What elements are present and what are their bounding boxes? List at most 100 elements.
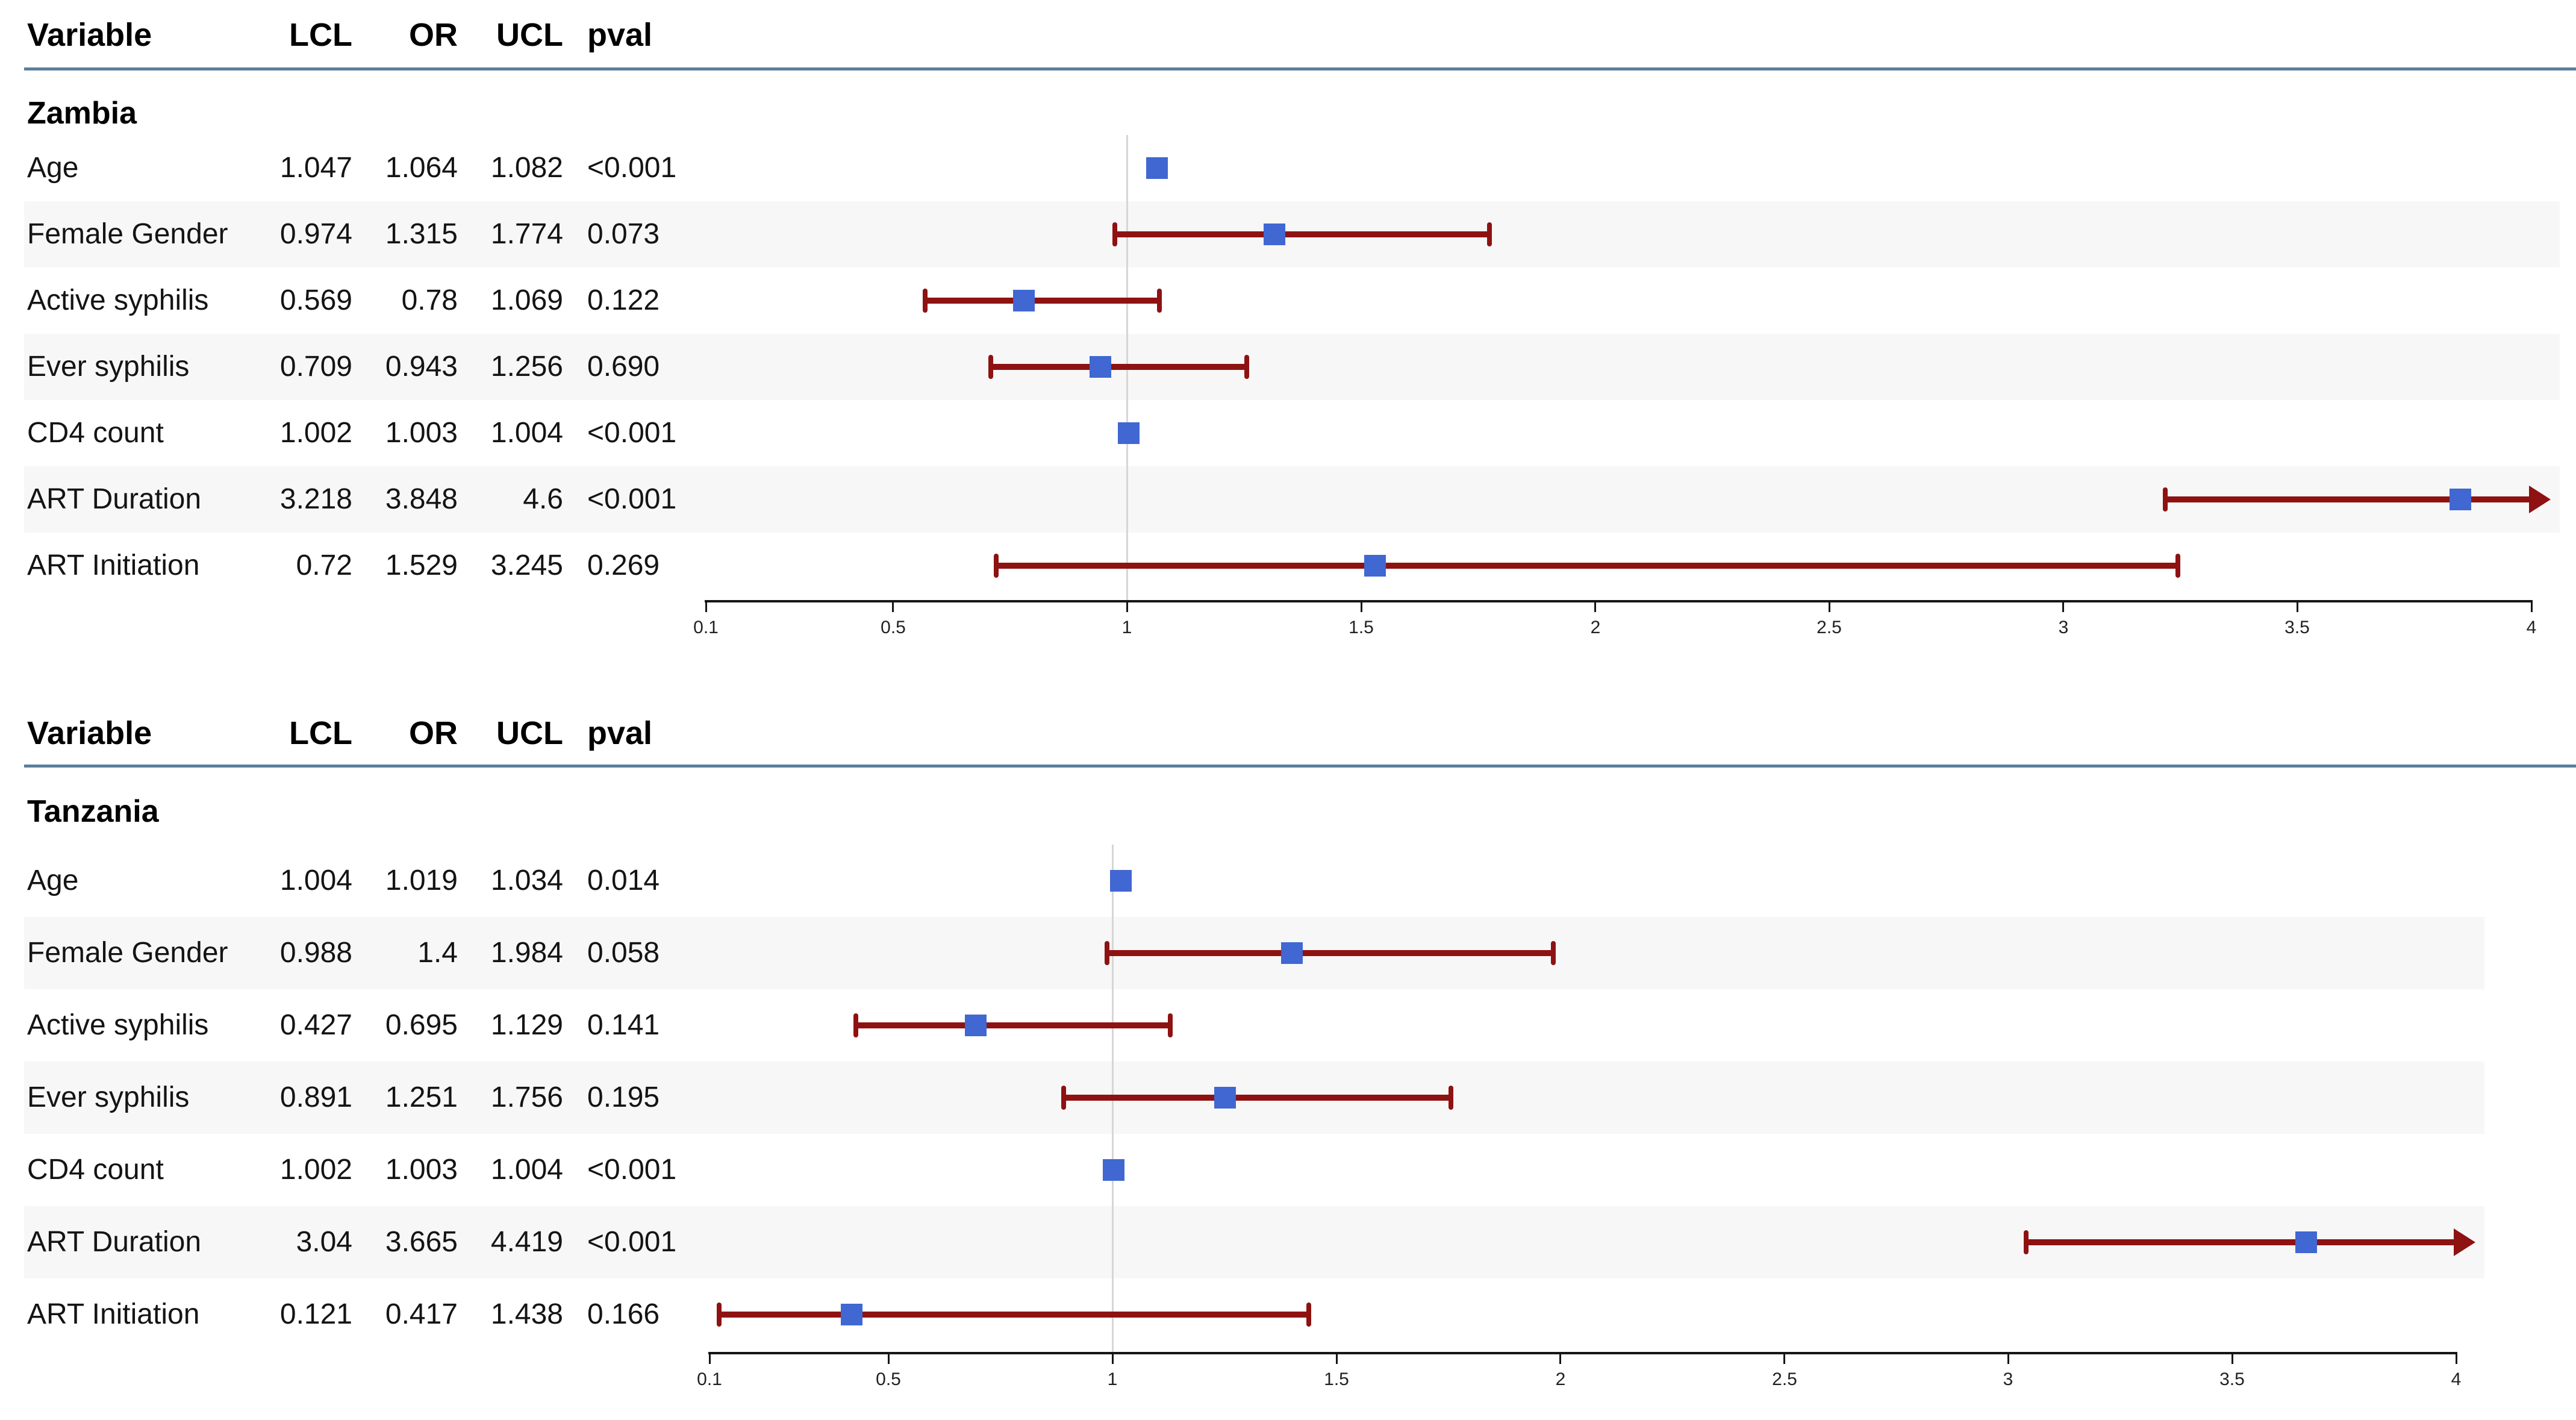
- x-axis-tick-label: 4: [2526, 618, 2537, 637]
- row-or-value: 1.4: [417, 937, 458, 969]
- row-variable-label: CD4 count: [27, 417, 164, 449]
- row-or-value: 1.529: [385, 549, 458, 581]
- table-row: CD4 count 1.002 1.003 1.004 <0.001: [0, 1134, 2576, 1206]
- row-lcl-value: 0.121: [279, 1298, 352, 1330]
- x-axis-tick: [1336, 1354, 1338, 1364]
- row-variable-label: Age: [27, 152, 79, 184]
- ci-arrow-right: [2529, 486, 2551, 513]
- row-ucl-value: 4.419: [490, 1226, 563, 1258]
- or-marker: [2295, 1231, 2317, 1253]
- row-pval-value: 0.014: [587, 865, 660, 896]
- x-axis-tick-label: 2.5: [1817, 618, 1842, 637]
- row-pval-value: 0.690: [587, 351, 660, 383]
- ci-cap-left: [988, 355, 993, 379]
- row-or-value: 0.417: [385, 1298, 458, 1330]
- x-axis-tick-label: 3: [2003, 1369, 2013, 1389]
- row-variable-label: Age: [27, 865, 79, 896]
- column-header-ucl: UCL: [496, 715, 563, 751]
- column-header-pval: pval: [587, 17, 653, 53]
- row-ucl-value: 3.245: [490, 549, 563, 581]
- column-header-or: OR: [409, 715, 458, 751]
- row-or-value: 1.003: [385, 1154, 458, 1186]
- row-ucl-value: 1.984: [490, 937, 563, 969]
- row-or-value: 0.943: [385, 351, 458, 383]
- ci-bar: [2026, 1239, 2457, 1245]
- x-axis-tick: [2531, 602, 2533, 612]
- ci-bar: [925, 298, 1159, 304]
- row-pval-value: 0.122: [587, 284, 660, 316]
- row-ucl-value: 1.756: [490, 1081, 563, 1113]
- ci-bar: [1115, 231, 1489, 237]
- row-ucl-value: 1.438: [490, 1298, 563, 1330]
- x-axis-tick-label: 0.5: [876, 1369, 901, 1389]
- x-axis-line: [708, 1352, 2457, 1354]
- x-axis-tick-label: 0.5: [881, 618, 906, 637]
- or-marker: [1264, 224, 1285, 245]
- x-axis-tick: [2007, 1354, 2009, 1364]
- ci-bar: [996, 563, 2178, 569]
- ci-cap-left: [2024, 1230, 2029, 1254]
- row-variable-label: Female Gender: [27, 218, 228, 250]
- x-axis-tick: [1361, 602, 1362, 612]
- x-axis-tick-label: 1.5: [1349, 618, 1374, 637]
- or-marker: [1103, 1159, 1124, 1181]
- ci-cap-left: [2163, 487, 2168, 511]
- table-row: Active syphilis 0.427 0.695 1.129 0.141: [0, 989, 2576, 1062]
- ci-cap-right: [1306, 1303, 1311, 1327]
- row-band: [24, 334, 2560, 400]
- row-variable-label: Ever syphilis: [27, 351, 190, 383]
- table-row: Age 1.047 1.064 1.082 <0.001: [0, 135, 2576, 201]
- row-or-value: 0.78: [401, 284, 458, 316]
- x-axis-tick-label: 3.5: [2219, 1369, 2245, 1389]
- x-axis-tick-label: 3: [2058, 618, 2069, 637]
- row-variable-label: ART Duration: [27, 1226, 202, 1258]
- row-pval-value: 0.195: [587, 1081, 660, 1113]
- row-variable-label: ART Duration: [27, 483, 202, 515]
- ci-bar: [856, 1022, 1170, 1028]
- x-axis-tick: [709, 1354, 711, 1364]
- row-lcl-value: 3.218: [279, 483, 352, 515]
- row-ucl-value: 1.256: [490, 351, 563, 383]
- ci-cap-right: [1244, 355, 1249, 379]
- x-axis-tick: [2231, 1354, 2233, 1364]
- row-variable-label: Female Gender: [27, 937, 228, 969]
- x-axis-tick: [1783, 1354, 1785, 1364]
- row-variable-label: ART Initiation: [27, 549, 200, 581]
- row-pval-value: <0.001: [587, 483, 677, 515]
- row-lcl-value: 0.569: [279, 284, 352, 316]
- table-row: Ever syphilis 0.709 0.943 1.256 0.690: [0, 334, 2576, 400]
- table-row: Female Gender 0.974 1.315 1.774 0.073: [0, 201, 2576, 267]
- ci-cap-left: [994, 554, 999, 578]
- column-header-lcl: LCL: [289, 715, 352, 751]
- header-rule: [24, 765, 2576, 768]
- or-marker: [1118, 422, 1140, 444]
- or-marker: [965, 1015, 987, 1036]
- row-ucl-value: 1.129: [490, 1009, 563, 1041]
- row-pval-value: <0.001: [587, 417, 677, 449]
- row-or-value: 1.019: [385, 865, 458, 896]
- row-pval-value: <0.001: [587, 1154, 677, 1186]
- x-axis-tick-label: 2: [1590, 618, 1601, 637]
- row-or-value: 1.251: [385, 1081, 458, 1113]
- row-lcl-value: 0.427: [279, 1009, 352, 1041]
- row-or-value: 3.665: [385, 1226, 458, 1258]
- x-axis-tick-label: 2.5: [1772, 1369, 1797, 1389]
- header-rule: [24, 67, 2576, 70]
- row-or-value: 1.003: [385, 417, 458, 449]
- or-marker: [1090, 356, 1111, 378]
- or-marker: [1110, 870, 1132, 892]
- x-axis-tick: [1559, 1354, 1561, 1364]
- row-band: [24, 466, 2560, 533]
- x-axis-tick: [1829, 602, 1830, 612]
- ci-cap-left: [1105, 941, 1109, 965]
- row-or-value: 1.315: [385, 218, 458, 250]
- or-marker: [1214, 1087, 1236, 1109]
- row-pval-value: 0.058: [587, 937, 660, 969]
- table-row: Female Gender 0.988 1.4 1.984 0.058: [0, 917, 2576, 989]
- ci-cap-right: [1487, 222, 1492, 246]
- ci-cap-right: [1449, 1086, 1453, 1110]
- ci-bar: [2165, 496, 2533, 502]
- x-axis-tick: [1594, 602, 1596, 612]
- table-row: Active syphilis 0.569 0.78 1.069 0.122: [0, 267, 2576, 334]
